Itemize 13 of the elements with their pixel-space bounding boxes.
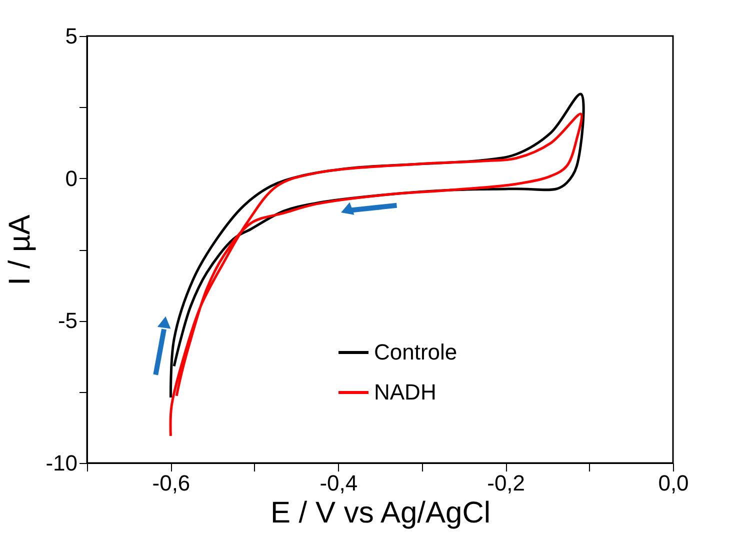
x-tick-label: -0,4 xyxy=(320,470,358,496)
y-tick-label: -10 xyxy=(46,450,78,476)
legend-label: Controle xyxy=(374,340,458,364)
x-axis-title: E / V vs Ag/AgCl xyxy=(270,496,491,530)
x-tick-label: -0,6 xyxy=(152,470,190,496)
line-series xyxy=(169,112,583,438)
y-tick-label: 5 xyxy=(65,24,78,48)
y-axis-title: I / µA xyxy=(4,214,37,286)
x-tick-label: 0,0 xyxy=(658,470,689,496)
y-tick-label: -5 xyxy=(58,308,78,334)
x-tick-label: -0,2 xyxy=(487,470,526,496)
legend-label: NADH xyxy=(374,380,436,404)
y-tick-label: 0 xyxy=(65,166,78,191)
